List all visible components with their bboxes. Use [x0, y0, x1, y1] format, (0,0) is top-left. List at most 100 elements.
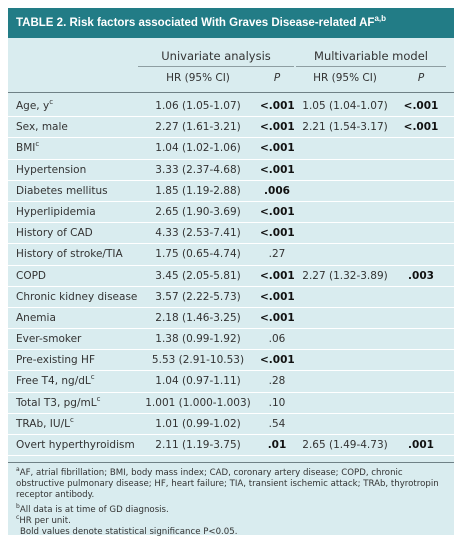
p-multivariable-cell [396, 414, 446, 434]
footnote-text: All data is at time of GD diagnosis. [19, 504, 169, 515]
footnote: Bold values denote statistical significa… [16, 527, 448, 538]
hr-univariate-cell: 4.33 (2.53-7.41) [155, 227, 241, 240]
risk-factor-label: History of CAD [16, 223, 93, 243]
risk-factor-label: Hyperlipidemia [16, 202, 96, 222]
risk-factor-label: Anemia [16, 308, 56, 328]
risk-factor-label: History of stroke/TIA [16, 244, 123, 264]
risk-factor-label: Ever-smoker [16, 329, 81, 349]
hr-multivariable-cell [296, 371, 394, 391]
p-univariate-cell: .54 [268, 417, 286, 430]
p-multivariable-cell: .001 [408, 439, 434, 451]
risk-factor-label: Overt hyperthyroidism [16, 435, 135, 455]
table-row: History of stroke/TIA 1.75 (0.65-4.74) .27 [8, 244, 454, 266]
column-header-hr-univariate: HR (95% CI) [166, 72, 230, 84]
hr-multivariable-cell [296, 414, 394, 434]
table-row: Hyperlipidemia 2.65 (1.90-3.69) <.001 [8, 202, 454, 224]
hr-univariate-cell: 1.06 (1.05-1.07) [155, 100, 241, 112]
table-row: Hypertension 3.33 (2.37-4.68) <.001 [8, 160, 454, 181]
p-univariate-cell: .006 [264, 184, 290, 197]
p-univariate-cell: <.001 [260, 100, 295, 112]
risk-factor-label: Sex, male [16, 117, 68, 137]
risk-factor-footnote-marker: c [49, 98, 54, 106]
p-univariate-cell: .10 [268, 396, 286, 409]
p-univariate-cell: .01 [267, 439, 287, 451]
risk-factor-name: COPD [16, 269, 47, 282]
table-row: BMIc 1.04 (1.02-1.06) <.001 [8, 138, 454, 160]
table-row: Overt hyperthyroidism 2.11 (1.19-3.75) .01… [8, 435, 454, 457]
risk-factor-footnote-marker: c [35, 140, 40, 149]
p-multivariable-cell [396, 393, 446, 413]
hr-multivariable-cell [296, 160, 394, 180]
risk-factor-footnote-marker: c [90, 373, 95, 382]
risk-factor-label: Free T4, ng/dLc [16, 371, 95, 391]
column-header-p-multivariable: P [417, 72, 425, 84]
p-multivariable-cell [396, 287, 446, 307]
p-multivariable-cell: <.001 [403, 121, 439, 134]
column-header-hr-multivariable: HR (95% CI) [313, 72, 377, 84]
hr-univariate-cell: 2.11 (1.19-3.75) [155, 439, 241, 451]
footnote: bAll data is at time of GD diagnosis. [16, 502, 448, 516]
p-univariate-cell: <.001 [260, 121, 295, 134]
risk-factor-name: Diabetes mellitus [16, 184, 108, 197]
footnote: aAF, atrial fibrillation; BMI, body mass… [16, 467, 448, 502]
column-header-p-univariate: P [273, 72, 281, 84]
hr-multivariable-cell [296, 202, 394, 222]
footnote-text: Bold values denote statistical significa… [20, 527, 238, 538]
table-row: Total T3, pg/mLc 1.001 (1.000-1.003) .10 [8, 393, 454, 414]
hr-univariate-cell: 1.38 (0.99-1.92) [155, 333, 241, 346]
p-multivariable-cell: .003 [408, 269, 434, 282]
hr-univariate-cell: 2.27 (1.61-3.21) [155, 121, 241, 134]
p-univariate-cell: <.001 [260, 269, 295, 282]
risk-factor-label: Age, yc [16, 96, 53, 116]
hr-univariate-cell: 1.04 (0.97-1.11) [155, 375, 241, 388]
table-row: Pre-existing HF 5.53 (2.91-10.53) <.001 [8, 350, 454, 372]
risk-factor-footnote-marker: c [96, 394, 101, 403]
table-row: Ever-smoker 1.38 (0.99-1.92) .06 [8, 329, 454, 351]
risk-factor-label: Diabetes mellitus [16, 181, 108, 201]
footnote: cHR per unit. [16, 514, 448, 527]
hr-multivariable-cell [296, 350, 394, 370]
footnote-marker: b [16, 502, 20, 510]
hr-univariate-cell: 2.18 (1.46-3.25) [155, 311, 241, 324]
risk-factor-name: Age, y [16, 100, 50, 112]
p-multivariable-cell [396, 202, 446, 222]
p-univariate-cell: <.001 [260, 142, 295, 155]
risk-factor-name: Anemia [16, 311, 56, 324]
p-multivariable-cell [396, 181, 446, 201]
risk-factor-name: BMI [16, 142, 36, 155]
table-row: COPD 3.45 (2.05-5.81) <.001 2.27 (1.32-3.89… [8, 266, 454, 287]
table-row: Chronic kidney disease 3.57 (2.22-5.73) <.… [8, 287, 454, 308]
hr-univariate-cell: 3.45 (2.05-5.81) [155, 269, 241, 282]
p-univariate-cell: <.001 [260, 354, 295, 367]
p-univariate-cell: <.001 [260, 163, 295, 176]
risk-factor-name: TRAb, IU/L [16, 417, 70, 430]
hr-univariate-cell: 1.85 (1.19-2.88) [155, 184, 241, 197]
table-row: Diabetes mellitus 1.85 (1.19-2.88) .006 [8, 181, 454, 202]
risk-factor-label: Hypertension [16, 160, 86, 180]
hr-multivariable-cell: 2.27 (1.32-3.89) [302, 269, 388, 282]
risk-factor-name: Total T3, pg/mL [16, 396, 97, 409]
hr-multivariable-cell [296, 181, 394, 201]
hr-univariate-cell: 3.33 (2.37-4.68) [155, 163, 241, 176]
hr-multivariable-cell: 1.05 (1.04-1.07) [302, 100, 388, 112]
risk-factor-label: BMIc [16, 138, 39, 158]
hr-multivariable-cell: 2.21 (1.54-3.17) [302, 121, 388, 134]
risk-factor-label: COPD [16, 266, 46, 286]
risk-factor-label: Total T3, pg/mLc [16, 393, 100, 413]
table-title-superscript: a,b [374, 14, 387, 23]
p-multivariable-cell [396, 223, 446, 243]
hr-univariate-cell: 1.001 (1.000-1.003) [145, 396, 251, 409]
risk-factor-name: History of stroke/TIA [16, 248, 123, 261]
table-row: History of CAD 4.33 (2.53-7.41) <.001 [8, 223, 454, 245]
risk-factor-name: Overt hyperthyroidism [16, 439, 135, 451]
table-row: Age, yc 1.06 (1.05-1.07) <.001 1.05 (1.04-1… [8, 96, 454, 118]
risk-factor-name: Pre-existing HF [16, 354, 95, 367]
risk-factor-name: Sex, male [16, 121, 68, 134]
table-title: TABLE 2. Risk factors associated With Gr… [8, 8, 454, 38]
p-univariate-cell: <.001 [260, 311, 295, 324]
table-row: Sex, male 2.27 (1.61-3.21) <.001 2.21 (1.54… [8, 117, 454, 139]
hr-multivariable-cell [296, 308, 394, 328]
p-multivariable-cell [396, 308, 446, 328]
p-univariate-cell: .06 [268, 333, 286, 346]
p-univariate-cell: .27 [268, 248, 286, 261]
